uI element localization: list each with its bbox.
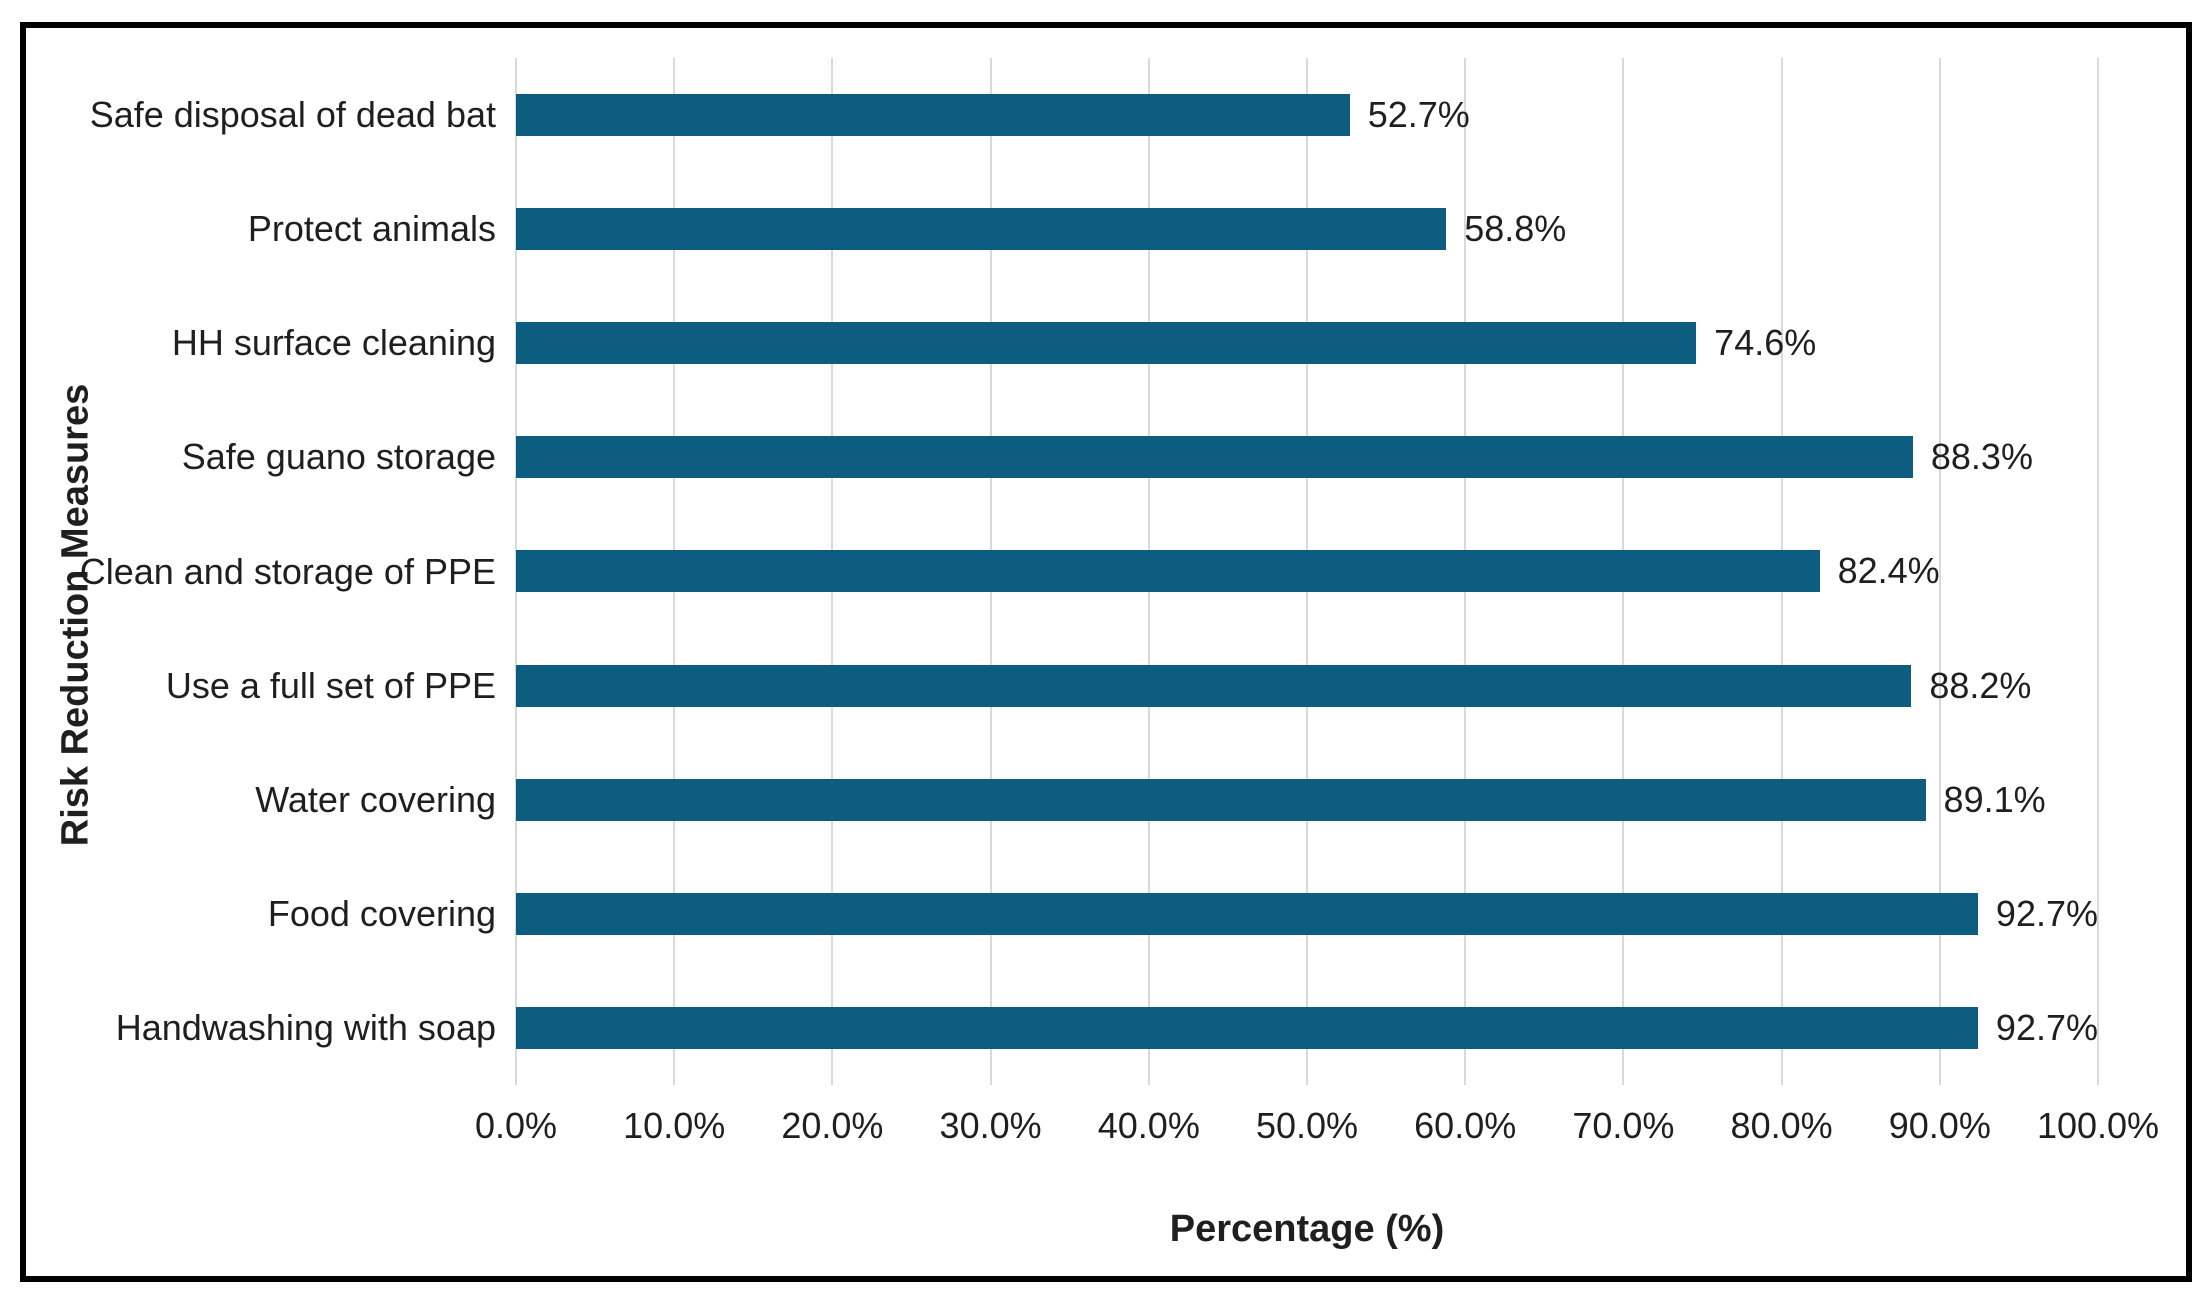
bar-value-label: 88.3% [1930,436,2033,478]
bar-row: 92.7% [516,971,2098,1085]
bar-row: 82.4% [516,514,2098,628]
x-tick-label: 30.0% [939,1105,1042,1146]
bar-row: 92.7% [516,857,2098,971]
x-tick-label: 10.0% [623,1105,726,1146]
bar [516,94,1350,137]
bar [516,322,1697,365]
category-axis-labels: Safe disposal of dead bat Protect animals… [46,58,496,1085]
bar [516,778,1926,821]
category-label: HH surface cleaning [171,322,496,364]
category-label: Water covering [255,778,496,820]
category-label: Handwashing with soap [115,1007,496,1049]
bar-value-label: 92.7% [1995,892,2098,934]
bar [516,208,1447,251]
bar-value-label: 88.2% [1929,664,2032,706]
bars-container: 52.7% 58.8% 74.6% 88.3% 82.4% 88.2% 89.1% 92.7%… [516,58,2098,1085]
category-label: Food covering [267,892,496,934]
category-label: Protect animals [247,208,496,250]
bar-value-label: 52.7% [1367,94,1470,136]
bar-value-label: 92.7% [1995,1006,2098,1048]
x-tick-label: 100.0% [2036,1105,2160,1146]
bar [516,550,1820,593]
x-tick-label: 20.0% [781,1105,884,1146]
x-tick-label: 40.0% [1097,1105,1200,1146]
x-tick-label: 50.0% [1255,1105,1359,1146]
bar-row: 88.3% [516,400,2098,514]
x-tick-label: 80.0% [1730,1105,1833,1146]
bar-row: 89.1% [516,743,2098,857]
bar-value-label: 74.6% [1714,322,1817,364]
bar [516,892,1978,935]
category-label: Safe guano storage [181,436,496,478]
category-label: Use a full set of PPE [165,664,496,706]
bar-row: 58.8% [516,172,2098,286]
bar [516,1006,1978,1049]
x-tick-label: 0.0% [474,1105,558,1146]
category-label: Safe disposal of dead bat [89,94,496,136]
bar-row: 74.6% [516,286,2098,400]
category-label: Clean and storage of PPE [79,550,496,592]
x-tick-label: 70.0% [1572,1105,1675,1146]
plot-area: 52.7% 58.8% 74.6% 88.3% 82.4% 88.2% 89.1% 92.7%… [515,58,2099,1085]
bar [516,664,1912,707]
x-tick-label: 60.0% [1414,1105,1517,1146]
gridline [2097,58,2099,1085]
gridline [1938,58,1941,1085]
bar [516,436,1913,479]
bar-value-label: 82.4% [1837,550,1940,592]
x-tick-label: 90.0% [1888,1105,1991,1146]
x-axis-title: Percentage (%) [1169,1208,1445,1250]
bar-value-label: 89.1% [1943,778,2046,820]
bar-row: 88.2% [516,629,2098,743]
x-axis-tick-labels: 0.0% 10.0% 20.0% 30.0% 40.0% 50.0% 60.0% 70.0% 8… [475,1105,2159,1152]
bar-row: 52.7% [516,58,2098,172]
bar-value-label: 58.8% [1464,208,1567,250]
